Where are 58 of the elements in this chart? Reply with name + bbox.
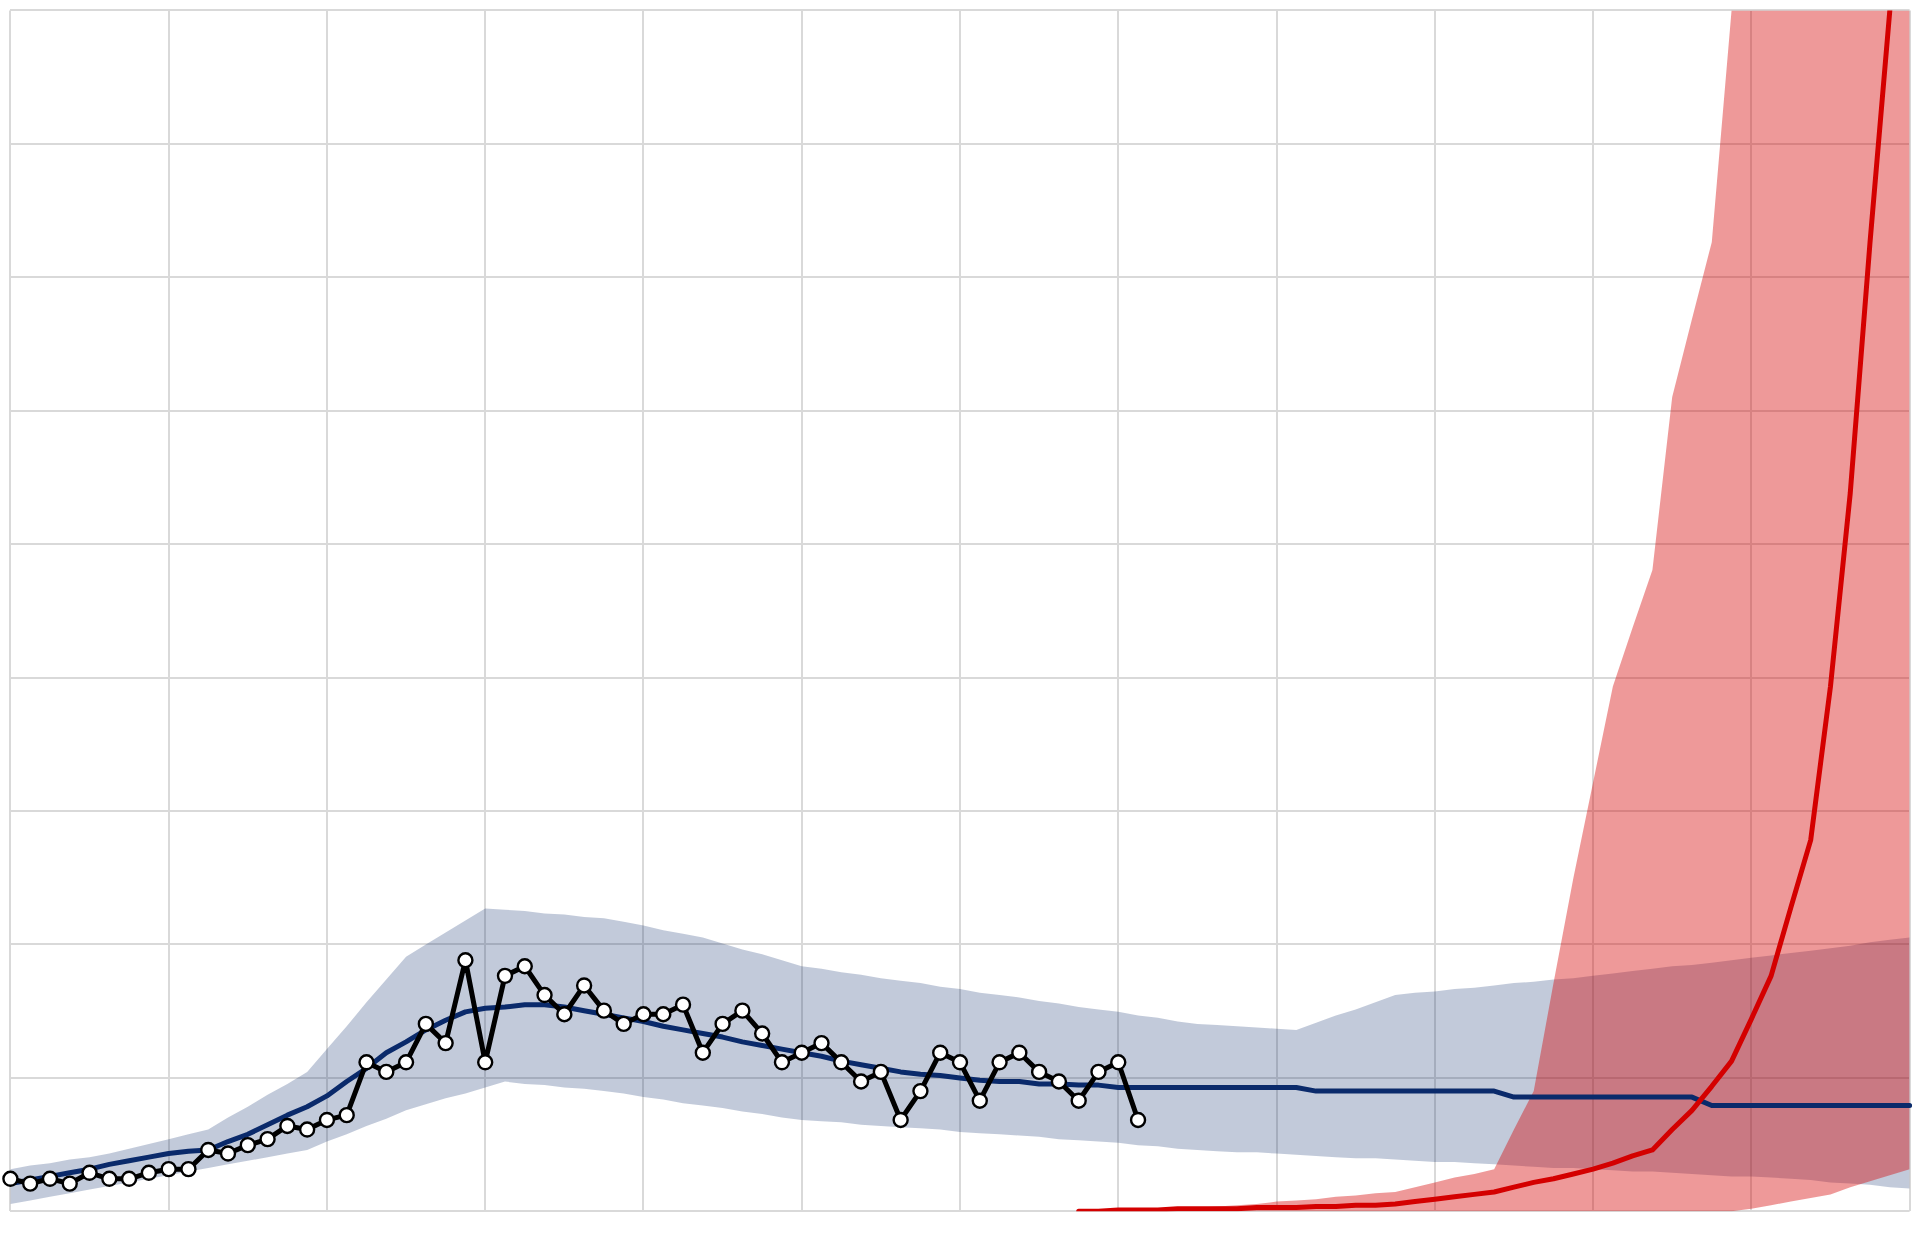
point <box>101 1170 118 1187</box>
point <box>1110 1054 1127 1071</box>
point <box>951 1054 969 1071</box>
point <box>1090 1063 1107 1081</box>
point <box>378 1063 395 1081</box>
point <box>457 952 474 969</box>
point <box>516 958 533 975</box>
point <box>200 1141 217 1159</box>
point <box>694 1044 712 1061</box>
point <box>852 1073 870 1090</box>
point <box>714 1015 731 1033</box>
point <box>615 1015 632 1033</box>
point <box>912 1082 929 1100</box>
point <box>1030 1063 1048 1081</box>
point <box>239 1136 256 1154</box>
point <box>991 1054 1008 1071</box>
point <box>892 1111 909 1129</box>
point <box>655 1006 672 1023</box>
point <box>318 1111 336 1129</box>
point <box>160 1160 177 1178</box>
point <box>437 1034 454 1052</box>
point <box>81 1164 98 1181</box>
point <box>417 1015 435 1033</box>
point <box>674 996 692 1013</box>
point <box>932 1044 949 1061</box>
point <box>813 1034 830 1052</box>
point <box>259 1130 276 1148</box>
point <box>180 1160 197 1178</box>
point <box>279 1117 296 1135</box>
point <box>1011 1044 1028 1061</box>
point <box>971 1092 988 1109</box>
point <box>575 977 593 994</box>
point <box>536 986 553 1004</box>
point <box>219 1145 237 1162</box>
point <box>358 1054 375 1071</box>
point <box>635 1006 652 1023</box>
point <box>120 1170 138 1187</box>
point <box>338 1106 355 1124</box>
point <box>595 1002 613 1019</box>
point <box>2 1170 19 1187</box>
point <box>872 1063 890 1081</box>
point <box>61 1175 78 1192</box>
point <box>477 1054 494 1071</box>
point <box>41 1170 59 1187</box>
point <box>1129 1111 1147 1129</box>
point <box>298 1121 316 1138</box>
point <box>140 1164 158 1181</box>
point <box>773 1054 791 1071</box>
point <box>793 1044 810 1061</box>
point <box>1070 1092 1087 1109</box>
point <box>833 1054 850 1071</box>
point <box>496 967 514 985</box>
point <box>556 1006 573 1023</box>
point <box>397 1054 415 1071</box>
point <box>734 1002 751 1019</box>
point <box>753 1025 771 1042</box>
point <box>21 1175 39 1192</box>
point <box>1050 1073 1068 1090</box>
